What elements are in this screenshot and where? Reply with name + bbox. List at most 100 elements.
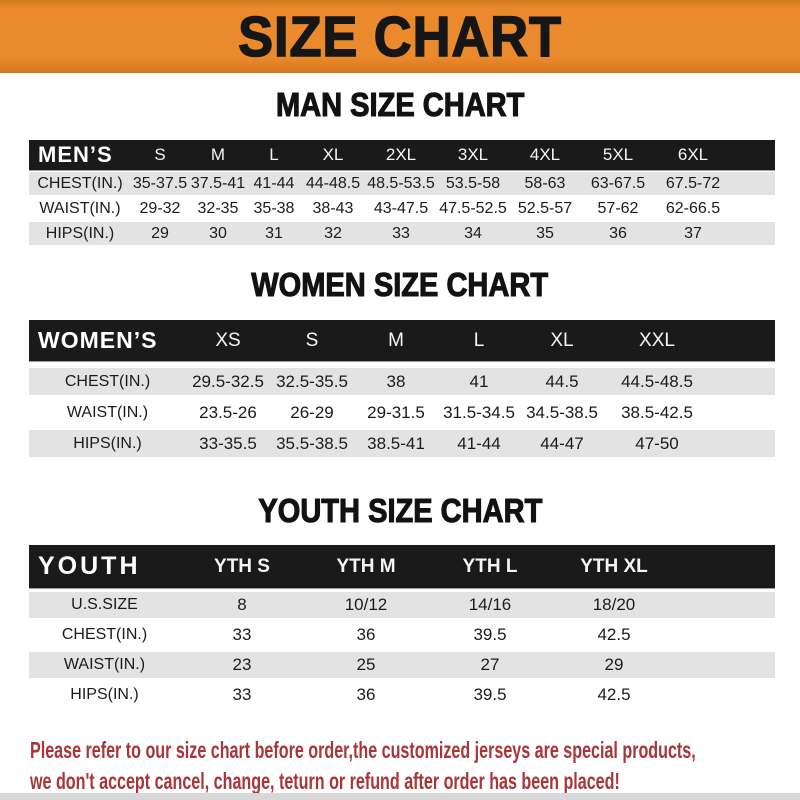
- table-row: HIPS(IN.) 33 36 39.5 42.5: [29, 682, 775, 708]
- size-cell: 44.5: [545, 371, 579, 391]
- column-header: YTH L: [462, 555, 518, 577]
- size-cell: 44-47: [540, 433, 584, 453]
- size-cell: 38.5-42.5: [621, 402, 693, 422]
- heading-text: WOMEN SIZE CHART: [251, 265, 549, 303]
- size-cell: 18/20: [592, 595, 636, 614]
- row-label: WAIST(IN.): [39, 199, 121, 217]
- size-cell: 41-44: [253, 174, 295, 192]
- banner-title: SIZE CHART: [237, 4, 562, 70]
- table-row: U.S.SIZE 8 10/12 14/16 18/20: [29, 592, 775, 618]
- column-header: 2XL: [385, 145, 417, 164]
- size-cell: 63-67.5: [590, 174, 646, 192]
- size-cell: 52.5-57: [517, 199, 573, 217]
- column-header: 4XL: [529, 145, 561, 164]
- size-table-header-row: MEN’S S M L XL 2XL 3XL 4XL 5XL 6XL: [29, 140, 775, 170]
- table-row: HIPS(IN.) 29 30 31 32 33 34 35 36 37: [29, 222, 775, 245]
- row-label: CHEST(IN.): [37, 174, 123, 192]
- size-cell: 36: [356, 685, 376, 704]
- column-header: XL: [322, 145, 344, 164]
- size-cell: 37.5-41: [190, 174, 246, 192]
- size-cell: 29.5-32.5: [192, 371, 264, 391]
- size-cell: 33-35.5: [199, 433, 257, 453]
- row-label: HIPS(IN.): [73, 434, 142, 452]
- size-cell: 47.5-52.5: [439, 199, 507, 217]
- size-cell: 10/12: [344, 595, 388, 614]
- size-cell: 41: [469, 371, 489, 391]
- size-cell: 39.5: [473, 685, 507, 704]
- size-cell: 14/16: [468, 595, 512, 614]
- size-cell: 38.5-41: [367, 433, 425, 453]
- women-size-chart-heading: WOMEN SIZE CHART: [0, 265, 800, 304]
- size-cell: 34: [464, 224, 482, 242]
- size-cell: 25: [356, 655, 376, 674]
- size-cell: 30: [209, 224, 227, 242]
- row-label: HIPS(IN.): [45, 224, 115, 242]
- table-header-label: YOUTH: [38, 552, 141, 580]
- table-row: CHEST(IN.) 29.5-32.5 32.5-35.5 38 41 44.5 44.5…: [29, 368, 775, 395]
- size-cell: 47-50: [635, 433, 679, 453]
- size-cell: 44.5-48.5: [621, 371, 693, 391]
- footer-line-1: Please refer to our size chart before or…: [30, 737, 696, 763]
- youth-size-table: YOUTH YTH S YTH M YTH L YTH XL U.S.SIZE 8 10/12…: [29, 545, 775, 712]
- row-label: HIPS(IN.): [70, 686, 139, 703]
- size-cell: 36: [356, 625, 376, 644]
- size-cell: 62-66.5: [665, 199, 721, 217]
- size-cell: 29: [151, 224, 169, 242]
- size-cell: 31.5-34.5: [443, 402, 515, 422]
- size-cell: 29-31.5: [367, 402, 425, 422]
- size-cell: 32.5-35.5: [276, 371, 348, 391]
- size-table-header-row: WOMEN’S XS S M L XL XXL: [29, 320, 775, 361]
- size-cell: 23: [232, 655, 252, 674]
- size-cell: 42.5: [597, 685, 631, 704]
- size-cell: 32: [324, 224, 342, 242]
- size-cell: 58-63: [524, 174, 566, 192]
- size-cell: 8: [237, 595, 247, 614]
- size-cell: 29-32: [139, 199, 181, 217]
- size-cell: 41-44: [457, 433, 501, 453]
- men-size-table: MEN’S S M L XL 2XL 3XL 4XL 5XL 6XL CHEST(IN.) 35-37…: [29, 140, 775, 247]
- size-cell: 27: [480, 655, 500, 674]
- column-header: 3XL: [457, 145, 489, 164]
- size-cell: 35: [536, 224, 554, 242]
- size-cell: 29: [604, 655, 624, 674]
- size-cell: 33: [232, 625, 252, 644]
- women-size-table: WOMEN’S XS S M L XL XXL CHEST(IN.) 29.5-32.5 32.5…: [29, 320, 775, 461]
- man-size-chart-heading: MAN SIZE CHART: [0, 85, 800, 124]
- table-row: HIPS(IN.) 33-35.5 35.5-38.5 38.5-41 41-44 44-…: [29, 430, 775, 457]
- column-header: M: [388, 329, 404, 351]
- size-cell: 23.5-26: [199, 402, 257, 422]
- size-cell: 42.5: [597, 625, 631, 644]
- size-cell: 36: [609, 224, 627, 242]
- column-header: 5XL: [602, 145, 634, 164]
- column-header: M: [210, 145, 226, 164]
- heading-text: MAN SIZE CHART: [275, 85, 525, 123]
- size-cell: 35-38: [253, 199, 295, 217]
- table-header-label: MEN’S: [38, 142, 113, 167]
- size-chart-banner: SIZE CHART: [0, 0, 800, 73]
- footer-line-2: we don't accept cancel, change, teturn o…: [30, 768, 620, 794]
- size-cell: 43-47.5: [373, 199, 429, 217]
- size-cell: 39.5: [473, 625, 507, 644]
- youth-size-chart-heading: YOUTH SIZE CHART: [0, 491, 800, 530]
- table-row: WAIST(IN.) 29-32 32-35 35-38 38-43 43-47.5 47.…: [29, 197, 775, 220]
- table-header-label: WOMEN’S: [38, 327, 158, 353]
- size-cell: 38-43: [312, 199, 354, 217]
- heading-text: YOUTH SIZE CHART: [258, 491, 543, 529]
- column-header: YTH M: [336, 555, 396, 577]
- column-header: S: [154, 145, 166, 164]
- size-cell: 38: [386, 371, 406, 391]
- column-header: L: [473, 329, 485, 351]
- row-label: CHEST(IN.): [64, 372, 151, 390]
- size-cell: 26-29: [290, 402, 334, 422]
- size-cell: 32-35: [197, 199, 239, 217]
- size-cell: 44-48.5: [305, 174, 361, 192]
- column-header: YTH XL: [580, 555, 648, 577]
- bottom-edge-strip: [0, 793, 800, 800]
- size-cell: 33: [232, 685, 252, 704]
- footer-notice: Please refer to our size chart before or…: [30, 735, 798, 797]
- size-cell: 53.5-58: [445, 174, 501, 192]
- column-header: 6XL: [677, 145, 709, 164]
- table-row: CHEST(IN.) 35-37.5 37.5-41 41-44 44-48.5 48.5…: [29, 172, 775, 195]
- size-cell: 67.5-72: [665, 174, 721, 192]
- size-cell: 37: [684, 224, 702, 242]
